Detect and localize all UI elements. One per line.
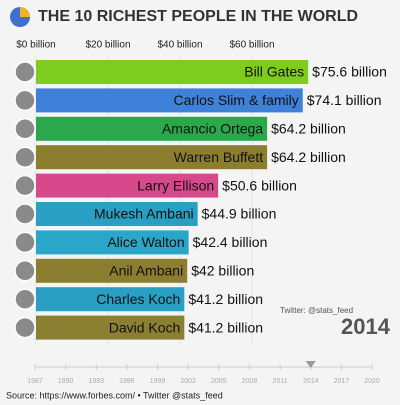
timeline-label: 2011 <box>273 378 288 385</box>
current-year: 2014 <box>341 314 391 339</box>
avatar <box>14 231 36 254</box>
source: Source: https://www.forbes.com/ • Twitte… <box>6 390 223 400</box>
bar <box>36 88 303 113</box>
value-label: $74.1 billion <box>307 92 382 108</box>
avatar <box>14 316 36 339</box>
x-tick-label: $60 billion <box>229 40 274 51</box>
value-label: $42.4 billion <box>193 234 268 250</box>
category-label: Warren Buffett <box>174 149 264 165</box>
avatar <box>14 260 36 282</box>
bar <box>36 173 219 198</box>
pie-icon <box>10 7 30 27</box>
bar <box>36 258 188 283</box>
avatar <box>14 118 36 140</box>
timeline-label: 1996 <box>119 378 135 385</box>
category-label: David Koch <box>109 319 181 335</box>
bar <box>36 315 185 340</box>
timeline-marker <box>305 361 316 368</box>
value-label: $42 billion <box>191 263 254 279</box>
bar <box>36 287 185 312</box>
chart-title: THE 10 RICHEST PEOPLE IN THE WORLD <box>38 8 358 25</box>
watermark: Twitter: @stats_feed <box>280 306 353 315</box>
value-label: $75.6 billion <box>312 64 387 80</box>
category-label: Anil Ambani <box>109 263 183 279</box>
timeline-label: 2008 <box>242 378 258 385</box>
value-label: $41.2 billion <box>188 319 263 335</box>
timeline-label: 1999 <box>150 378 166 385</box>
timeline-label: 2014 <box>303 378 319 385</box>
value-label: $64.2 billion <box>271 121 346 137</box>
value-label: $41.2 billion <box>188 291 263 307</box>
avatar <box>14 174 36 197</box>
x-tick-label: $0 billion <box>16 40 55 51</box>
bar <box>36 145 268 170</box>
x-tick-label: $20 billion <box>85 40 130 51</box>
value-label: $64.2 billion <box>271 149 346 165</box>
value-label: $50.6 billion <box>222 177 297 193</box>
timeline-label: 2002 <box>180 378 196 385</box>
avatar <box>14 89 36 112</box>
bar <box>36 230 189 255</box>
x-tick-label: $40 billion <box>157 40 202 51</box>
category-label: Amancio Ortega <box>162 121 263 137</box>
timeline-label: 2005 <box>211 378 227 385</box>
bar <box>36 116 268 141</box>
timeline-label: 2017 <box>334 378 350 385</box>
timeline-label: 2020 <box>364 378 380 385</box>
category-label: Carlos Slim & family <box>174 92 299 108</box>
avatar <box>14 288 36 310</box>
timeline-label: 1987 <box>27 378 43 385</box>
value-label: $44.9 billion <box>202 206 277 222</box>
timeline-label: 1993 <box>88 378 104 385</box>
category-label: Alice Walton <box>107 234 184 250</box>
bar <box>36 60 309 84</box>
category-label: Charles Koch <box>96 291 180 307</box>
avatar <box>14 146 36 168</box>
category-label: Larry Ellison <box>137 177 214 193</box>
avatar <box>14 61 36 83</box>
avatar <box>14 203 36 225</box>
category-label: Mukesh Ambani <box>94 206 194 222</box>
bar <box>36 202 198 226</box>
category-label: Bill Gates <box>244 64 304 80</box>
timeline-label: 1990 <box>58 378 74 385</box>
